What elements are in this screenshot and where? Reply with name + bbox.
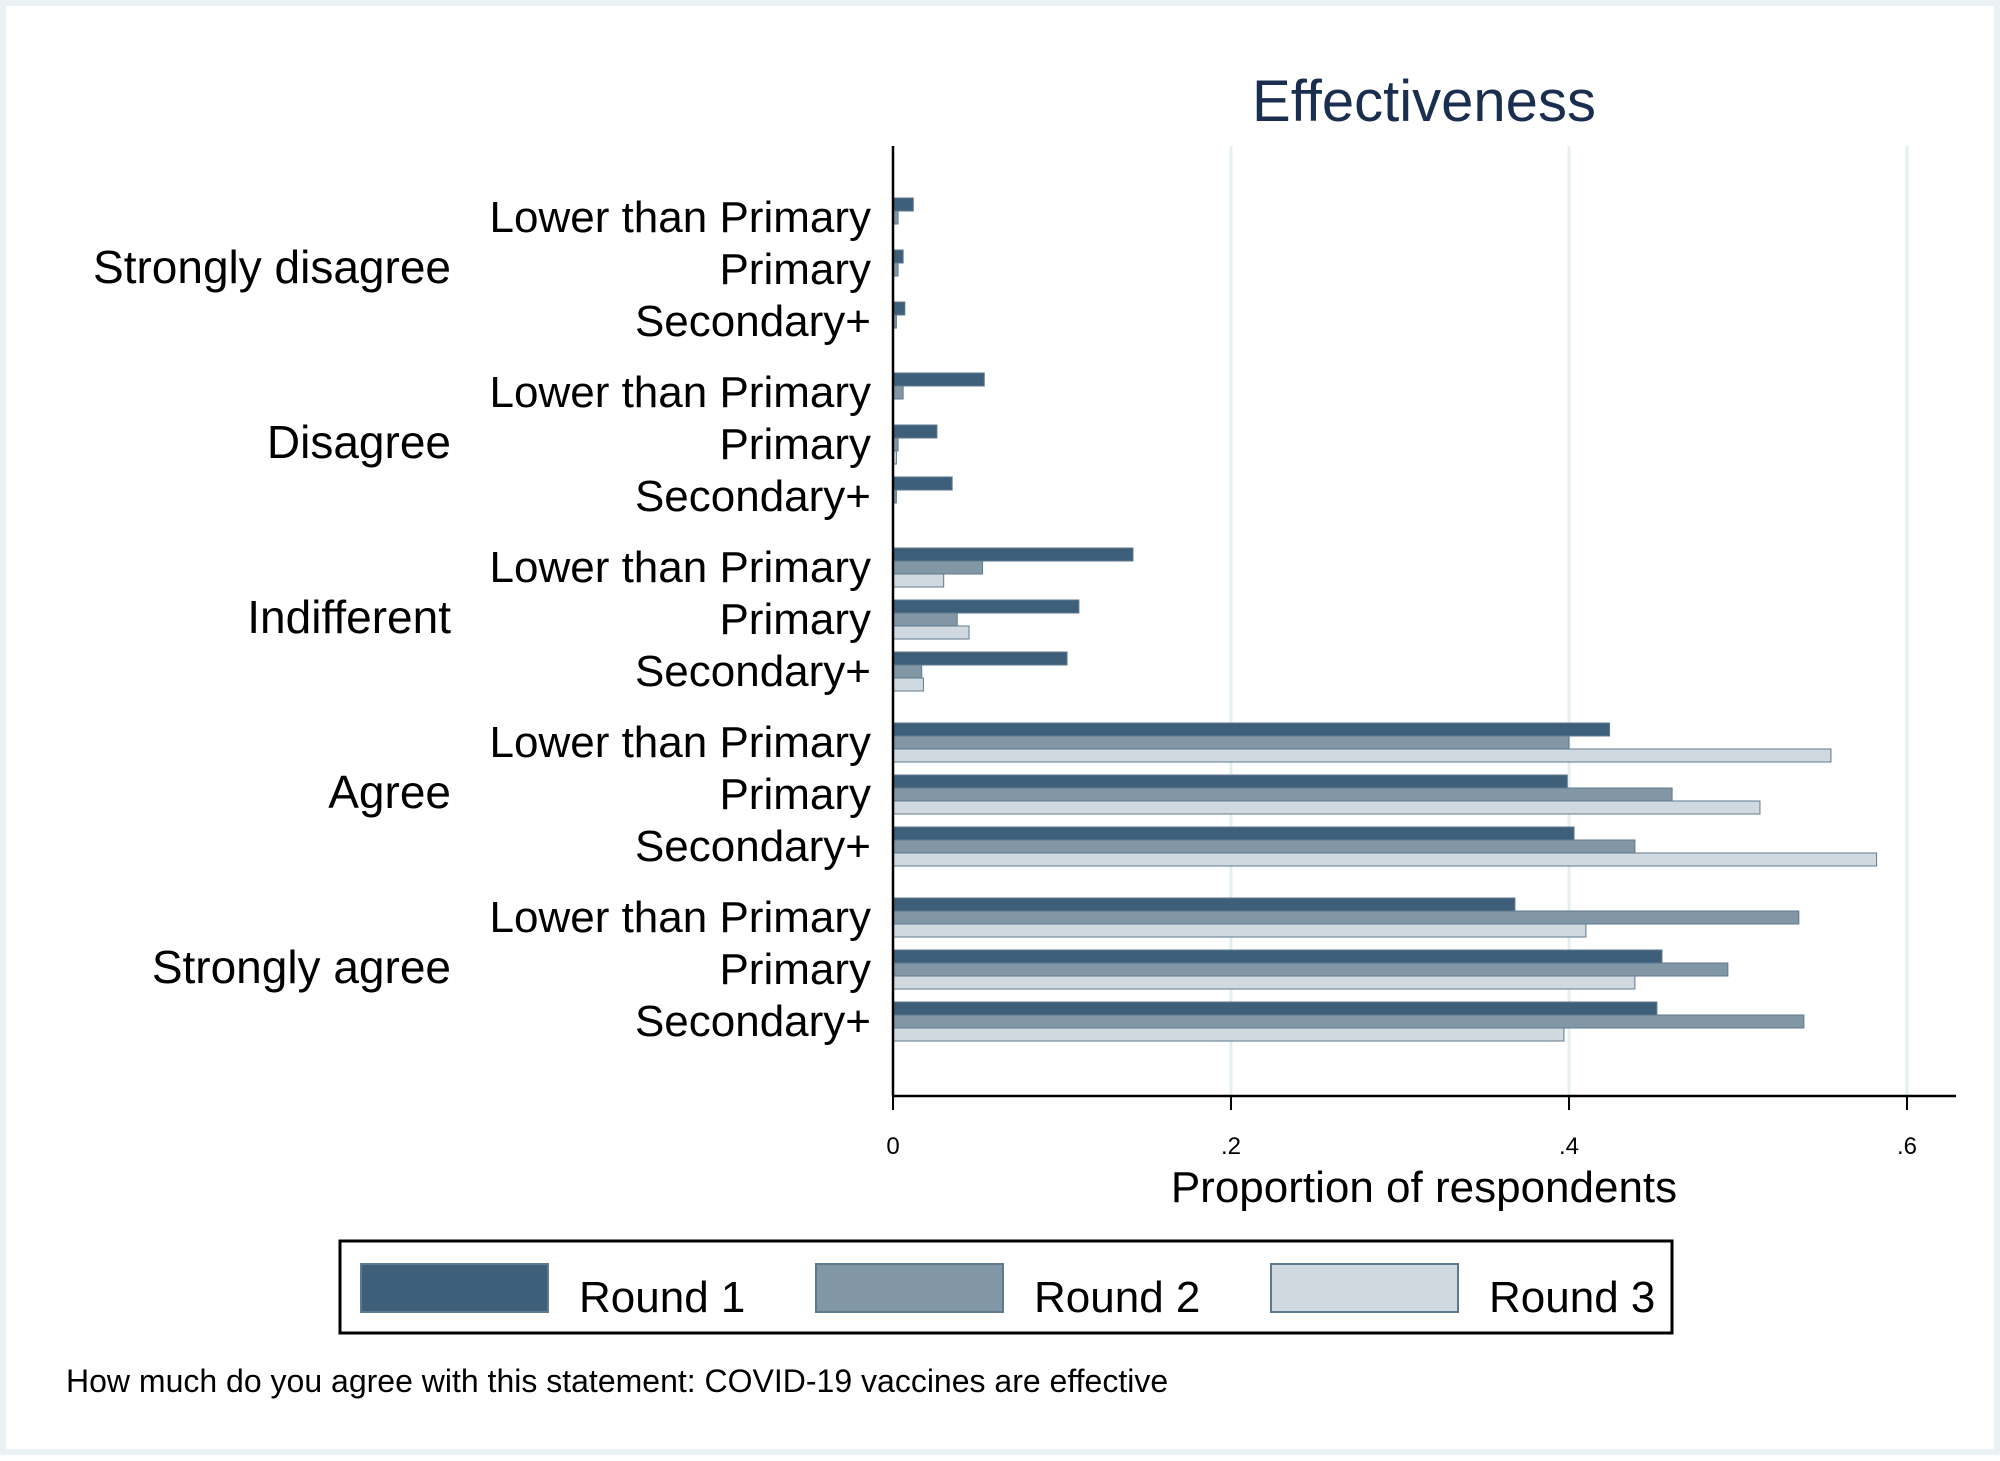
bar xyxy=(892,612,958,627)
bar xyxy=(892,1001,1658,1016)
bar xyxy=(892,949,1663,964)
group-label: Strongly disagree xyxy=(93,241,451,293)
subgroup-label: Secondary+ xyxy=(635,647,871,696)
subgroup-label: Primary xyxy=(719,245,871,294)
x-tick-label: .4 xyxy=(1559,1133,1579,1160)
bar xyxy=(892,625,970,640)
subgroup-label: Lower than Primary xyxy=(490,368,871,417)
bar xyxy=(892,301,906,316)
subgroup-label: Lower than Primary xyxy=(490,193,871,242)
bar xyxy=(892,787,1673,802)
bar xyxy=(892,839,1636,854)
bar xyxy=(892,910,1800,925)
bar xyxy=(892,664,923,679)
x-tick-label: .6 xyxy=(1897,1133,1917,1160)
bar xyxy=(892,385,904,400)
subgroup-label: Lower than Primary xyxy=(490,718,871,767)
legend-label: Round 3 xyxy=(1489,1273,1655,1322)
group-label: Strongly agree xyxy=(152,941,451,993)
chart-title: Effectiveness xyxy=(1252,69,1596,134)
bar xyxy=(892,748,1832,763)
bar xyxy=(892,249,904,264)
subgroup-label: Lower than Primary xyxy=(490,543,871,592)
bar xyxy=(892,547,1134,562)
legend-swatch xyxy=(1270,1263,1459,1313)
chart-note: How much do you agree with this statemen… xyxy=(66,1363,1168,1399)
group-label: Disagree xyxy=(267,416,451,468)
group-label: Indifferent xyxy=(247,591,451,643)
bar xyxy=(892,197,914,212)
bar xyxy=(892,962,1729,977)
legend-swatch xyxy=(360,1263,549,1313)
bar xyxy=(892,735,1570,750)
bar xyxy=(892,923,1587,938)
bar xyxy=(892,372,985,387)
subgroup-label: Primary xyxy=(719,420,871,469)
bar xyxy=(892,852,1878,867)
subgroup-label: Secondary+ xyxy=(635,997,871,1046)
bar xyxy=(892,897,1516,912)
bar xyxy=(892,599,1080,614)
bar xyxy=(892,560,984,575)
subgroup-label: Lower than Primary xyxy=(490,893,871,942)
legend-label: Round 2 xyxy=(1034,1273,1200,1322)
x-axis-label: Proportion of respondents xyxy=(1171,1163,1677,1212)
subgroup-label: Primary xyxy=(719,595,871,644)
legend-swatch xyxy=(815,1263,1004,1313)
bar xyxy=(892,651,1068,666)
bar xyxy=(892,826,1575,841)
bar xyxy=(892,573,945,588)
bar xyxy=(892,722,1611,737)
bar xyxy=(892,800,1761,815)
legend-label: Round 1 xyxy=(579,1273,745,1322)
subgroup-label: Secondary+ xyxy=(635,297,871,346)
subgroup-label: Primary xyxy=(719,770,871,819)
bar xyxy=(892,476,953,491)
bar xyxy=(892,424,938,439)
subgroup-label: Primary xyxy=(719,945,871,994)
subgroup-label: Secondary+ xyxy=(635,822,871,871)
bar xyxy=(892,1027,1565,1042)
bar xyxy=(892,774,1568,789)
x-tick-label: .2 xyxy=(1221,1133,1241,1160)
group-label: Agree xyxy=(328,766,451,818)
bar xyxy=(892,1014,1805,1029)
bar xyxy=(892,677,924,692)
x-tick-label: 0 xyxy=(886,1133,899,1160)
subgroup-label: Secondary+ xyxy=(635,472,871,521)
bar xyxy=(892,975,1636,990)
